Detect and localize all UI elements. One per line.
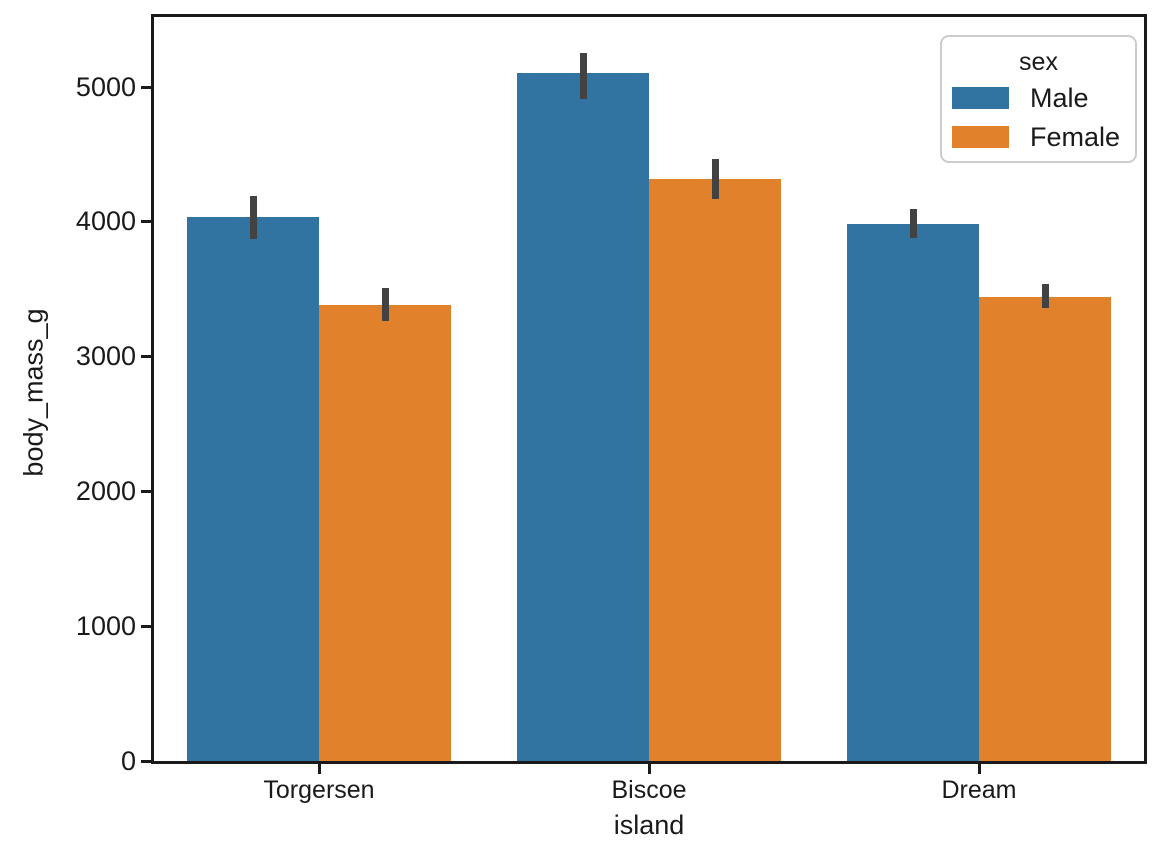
- error-bar-male-biscoe: [579, 53, 587, 100]
- y-tick: [141, 759, 151, 763]
- x-tick: [317, 764, 321, 774]
- legend: sex Male Female: [940, 35, 1137, 163]
- legend-entry-female: Female: [952, 122, 1129, 152]
- error-bar-female-dream: [1041, 283, 1049, 309]
- error-bar-female-biscoe: [711, 159, 719, 199]
- x-axis-label: island: [613, 810, 685, 840]
- x-tick-label: Torgersen: [263, 776, 375, 804]
- legend-swatch-female: [952, 126, 1009, 148]
- y-tick: [141, 489, 151, 493]
- bar-male-dream: [847, 223, 979, 761]
- bar-female-dream: [979, 296, 1111, 761]
- y-tick-label: 4000: [75, 206, 136, 237]
- bar-female-torgersen: [319, 304, 451, 761]
- bar-female-biscoe: [649, 178, 781, 761]
- legend-entry-male: Male: [952, 83, 1129, 113]
- y-tick-label: 2000: [75, 475, 136, 506]
- legend-label-male: Male: [1030, 83, 1089, 113]
- y-tick-label: 5000: [75, 71, 136, 102]
- y-tick-label: 0: [120, 745, 136, 776]
- bar-male-torgersen: [187, 217, 319, 761]
- y-tick-label: 3000: [75, 341, 136, 372]
- legend-title: sex: [1019, 48, 1058, 76]
- legend-swatch-male: [952, 87, 1009, 109]
- x-tick: [977, 764, 981, 774]
- error-bar-female-torgersen: [381, 287, 389, 321]
- y-tick-label: 1000: [75, 610, 136, 641]
- y-axis-label: body_mass_g: [18, 308, 49, 477]
- bar-male-biscoe: [517, 72, 649, 761]
- y-tick: [141, 355, 151, 359]
- y-tick: [141, 220, 151, 224]
- error-bar-male-torgersen: [249, 195, 257, 240]
- x-tick: [647, 764, 651, 774]
- y-tick: [141, 85, 151, 89]
- x-tick-label: Biscoe: [611, 776, 687, 804]
- legend-label-female: Female: [1030, 122, 1121, 152]
- y-tick: [141, 624, 151, 628]
- x-tick-label: Dream: [941, 776, 1017, 804]
- error-bar-male-dream: [909, 209, 917, 239]
